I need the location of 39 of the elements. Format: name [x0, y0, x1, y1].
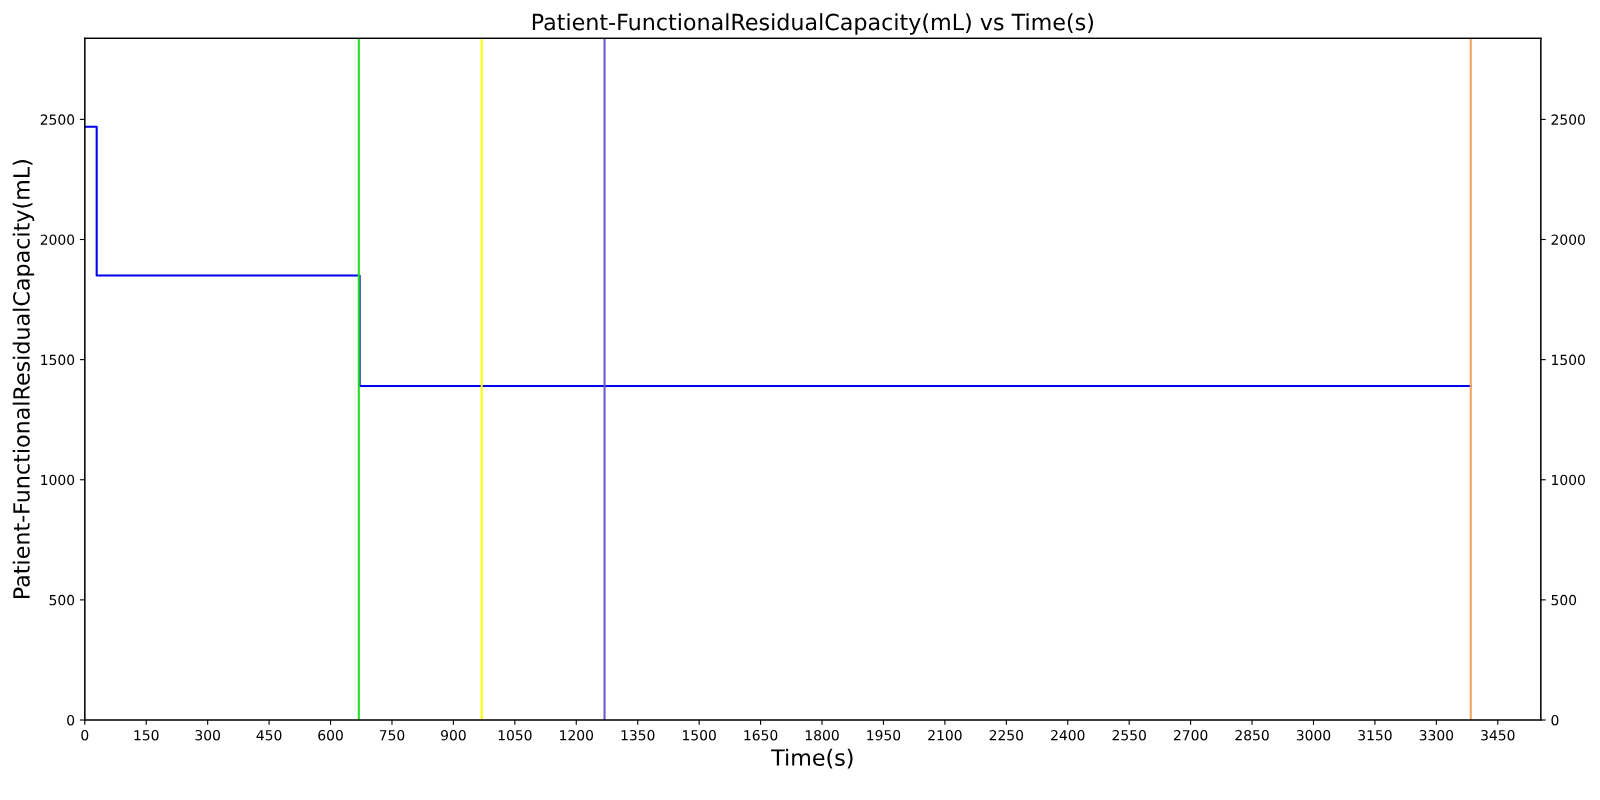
- y-tick-label: 1000: [41, 474, 75, 486]
- x-tick-label: 3000: [1296, 729, 1331, 741]
- x-tick-label: 1050: [498, 729, 532, 741]
- y-tick-label: 0: [67, 714, 75, 726]
- x-tick-label: 1950: [867, 729, 901, 741]
- x-tick-label: 1650: [744, 729, 778, 741]
- x-tick-label: 1500: [683, 729, 716, 741]
- x-tick-label: 1800: [805, 729, 839, 741]
- x-tick-label: 2550: [1112, 729, 1146, 741]
- x-tick-label: 2250: [989, 729, 1024, 741]
- y-tick-label: 2500: [40, 114, 75, 125]
- x-tick-label: 2850: [1235, 729, 1269, 741]
- y-tick-label: 2000: [40, 234, 75, 245]
- y2-tick-label: 2500: [1551, 114, 1585, 125]
- x-tick-label: 2100: [928, 729, 962, 741]
- x-tick-label: 1200: [560, 729, 594, 741]
- chart-title: Patient-FunctionalResidualCapacity(mL) vs Time(s): [532, 13, 1093, 35]
- x-tick-label: 900: [441, 729, 466, 741]
- y2-tick-label: 2000: [1551, 234, 1585, 245]
- x-tick-label: 750: [379, 729, 405, 741]
- y-tick-label: 1500: [41, 354, 75, 366]
- y2-tick-label: 0: [1551, 714, 1559, 726]
- x-tick-label: 450: [256, 729, 282, 741]
- y2-tick-label: 500: [1551, 594, 1577, 606]
- y-tick-label: 500: [49, 594, 75, 606]
- x-tick-label: 3300: [1419, 729, 1454, 741]
- x-tick-label: 0: [81, 729, 89, 741]
- x-tick-label: 1350: [621, 729, 655, 741]
- y2-tick-label: 1000: [1552, 474, 1585, 486]
- x-tick-label: 2400: [1051, 729, 1085, 741]
- x-axis-title: Time(s): [771, 748, 853, 769]
- y2-tick-label: 1500: [1552, 354, 1585, 366]
- x-tick-label: 150: [134, 729, 159, 741]
- y-axis-title: Patient-FunctionalResidualCapacity(mL): [12, 160, 35, 599]
- x-tick-label: 300: [195, 729, 220, 741]
- x-tick-label: 3150: [1358, 729, 1392, 741]
- x-tick-label: 3450: [1481, 729, 1515, 741]
- x-tick-label: 600: [318, 729, 343, 741]
- x-tick-label: 2700: [1173, 729, 1208, 741]
